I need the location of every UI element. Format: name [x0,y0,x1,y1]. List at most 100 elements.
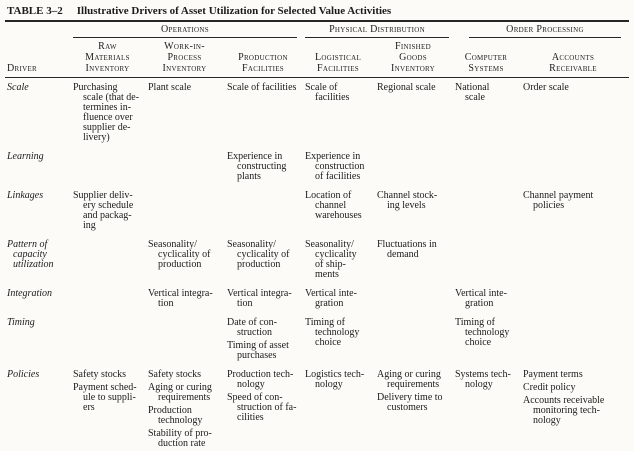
cell-entry: Timing of technology choice [305,317,360,348]
cell-entry: Supplier deliv- ery schedule and packag-… [73,190,134,231]
table-title: TABLE 3–2 Illustrative Drivers of Asset … [5,3,629,20]
table-cell: Vertical integra- tion [227,289,305,309]
cell-entry: Date of con- struction [227,317,277,338]
cell-entry: Credit policy [523,382,576,393]
table-cell: Systems tech- nology [455,370,523,449]
table-cell: Logistics tech- nology [305,370,377,449]
table-cell: Purchasing scale (that de- termines in- … [73,83,148,143]
table-cell: Channel payment policies [523,191,629,231]
table-cell: Timing of technology choice [305,318,377,361]
table-cell [73,240,148,280]
cell-entry: Production tech- nology [227,369,294,390]
row-driver-label: Learning [7,151,44,162]
table-cell: Production tech- nology Speed of con- str… [227,370,305,449]
table-cell: Scale of facilities [305,83,377,143]
table-cell [377,289,455,309]
table-cell [523,318,629,361]
row-driver-label: Scale [7,82,29,93]
table-title-text: Illustrative Drivers of Asset Utilizatio… [76,5,392,17]
table-cell: Aging or curing requirements Delivery tim… [377,370,455,449]
table-cell: Seasonality/ cyclicality of ship- ments [305,240,377,280]
cell-entry: Seasonality/ cyclicality of production [227,239,290,270]
cell-entry: Vertical integra- tion [227,288,292,309]
group-header-operations: Operations [73,24,297,38]
column-group-header-row: Operations Physical Distribution Order P… [5,24,629,38]
table-cell [73,318,148,361]
table-cell: Fluctuations in demand [377,240,455,280]
table-cell [523,240,629,280]
cell-entry: Experience in construction of facilities [305,151,365,182]
cell-entry: Vertical integra- tion [148,288,213,309]
column-header-finished-goods-inventory: Finished Goods Inventory [390,41,435,74]
cell-entry: Systems tech- nology [455,369,511,390]
cell-entry: Purchasing scale (that de- termines in- … [73,82,140,143]
cell-entry: Location of channel warehouses [305,190,362,221]
table-cell: Channel stock- ing levels [377,191,455,231]
table-cell: Timing of technology choice [455,318,523,361]
cell-entry: Safety stocks [73,369,127,380]
table-cell [523,152,629,182]
cell-entry: Timing of asset purchases [227,340,289,361]
column-header-raw-materials-inventory: Raw Materials Inventory [85,41,130,74]
table-cell [227,191,305,231]
table-cell [455,191,523,231]
cell-entry: Timing of technology choice [455,317,510,348]
cell-entry: Vertical inte- gration [455,288,507,309]
table-cell: Order scale [523,83,629,143]
table-cell: Scale of facilities [227,83,305,143]
table-cell: Experience in constructing plants [227,152,305,182]
cell-entry: Delivery time to customers [377,392,443,413]
title-rule [5,20,629,22]
table-cell: Vertical inte- gration [455,289,523,309]
table-cell: Safety stocks Aging or curing requirement… [148,370,227,449]
table-cell: Seasonality/ cyclicality of production [227,240,305,280]
table-cell [523,289,629,309]
column-header-logistical-facilities: Logistical Facilities [314,52,362,74]
cell-entry: Seasonality/ cyclicality of production [148,239,211,270]
table-cell: Supplier deliv- ery schedule and packag-… [73,191,148,231]
group-header-physical-distribution: Physical Distribution [305,24,449,38]
table-cell: Vertical inte- gration [305,289,377,309]
table-cell [73,289,148,309]
cell-entry: Vertical inte- gration [305,288,357,309]
table-cell [73,152,148,182]
cell-entry: Experience in constructing plants [227,151,287,182]
cell-entry: Channel stock- ing levels [377,190,438,211]
column-header-production-facilities: Production Facilities [238,52,288,74]
table-cell [148,152,227,182]
cell-entry: Scale of facilities [305,82,350,103]
column-header-driver: Driver [7,63,38,74]
cell-entry: Scale of facilities [227,82,297,93]
table-cell: Payment terms Credit policy Accounts recei… [523,370,629,449]
table-cell: Safety stocks Payment sched- ule to suppl… [73,370,148,449]
table-cell: Location of channel warehouses [305,191,377,231]
cell-entry: Fluctuations in demand [377,239,437,260]
table-cell [455,240,523,280]
group-header-order-processing: Order Processing [469,24,621,38]
row-driver-label: Linkages [7,190,44,201]
row-driver-label: Pattern of capacity utilization [7,239,54,270]
cell-entry: Payment sched- ule to suppli- ers [73,382,137,413]
table-cell [455,152,523,182]
table-cell [148,318,227,361]
cell-entry: Logistics tech- nology [305,369,365,390]
cell-entry: Stability of pro- duction rate [148,428,212,449]
cell-entry: Order scale [523,82,569,93]
table-cell: Experience in construction of facilities [305,152,377,182]
cell-entry: Seasonality/ cyclicality of ship- ments [305,239,357,280]
table-cell: Regional scale [377,83,455,143]
column-header-work-in-process-inventory: Work-in- Process Inventory [162,41,207,74]
row-driver-label: Timing [7,317,35,328]
table-cell [148,191,227,231]
table-cell: Date of con- struction Timing of asset pu… [227,318,305,361]
table-cell: Seasonality/ cyclicality of production [148,240,227,280]
table-cell [377,318,455,361]
table-cell: Vertical integra- tion [148,289,227,309]
cell-entry: Accounts receivable monitoring tech- nol… [523,395,605,426]
cell-entry: National scale [455,82,490,103]
cell-entry: Payment terms [523,369,583,380]
cell-entry: Plant scale [148,82,192,93]
column-header-computer-systems: Computer Systems [464,52,508,74]
column-header-row: Driver Raw Materials Inventory Work-in- … [5,41,629,78]
